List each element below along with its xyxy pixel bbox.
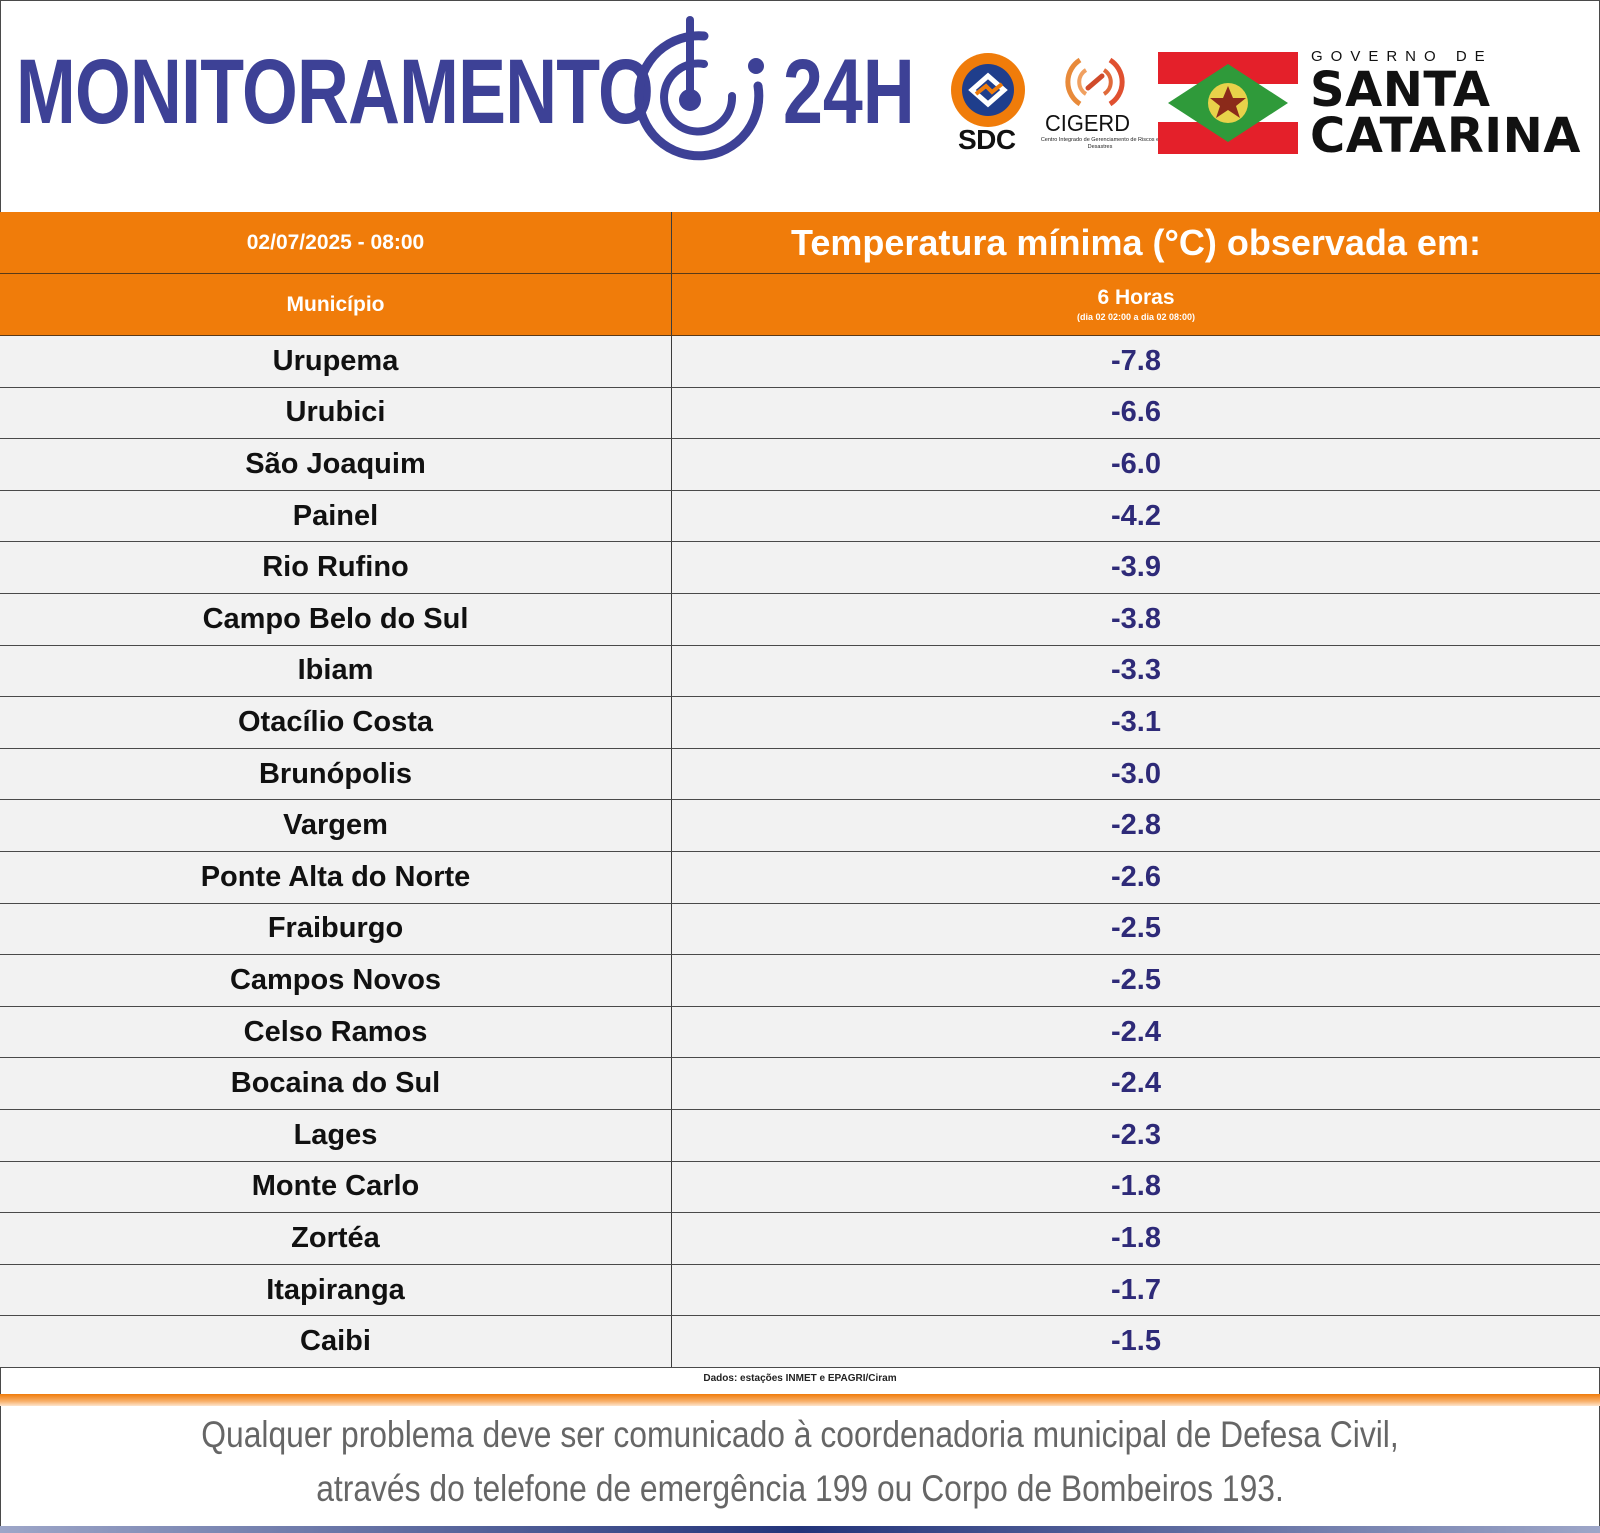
radar-icon — [634, 16, 764, 161]
municipio-cell: Lages — [0, 1110, 672, 1161]
temperature-cell: -1.7 — [1111, 1273, 1161, 1306]
table-title: Temperatura mínima (°C) observada em: — [791, 221, 1481, 263]
temperature-cell: -6.0 — [1111, 447, 1161, 480]
temperature-cell: -3.1 — [1111, 705, 1161, 738]
municipio-cell: Monte Carlo — [0, 1161, 672, 1213]
municipio-cell: Urupema — [0, 336, 672, 387]
temperature-cell: -3.8 — [1111, 602, 1161, 635]
cigerd-signal-icon — [1065, 57, 1125, 107]
table-row: Lages -2.3 — [0, 1110, 1600, 1162]
column-header-period: 6 Horas (dia 02 02:00 a dia 02 08:00) — [672, 274, 1600, 335]
temperature-cell: -2.3 — [1111, 1118, 1161, 1151]
temperature-cell: -3.0 — [1111, 757, 1161, 790]
municipio-cell: Otacílio Costa — [0, 697, 672, 748]
table-header-row-1: 02/07/2025 - 08:00 Temperatura mínima (°… — [0, 212, 1600, 274]
sdc-logo-icon — [951, 53, 1025, 127]
temperature-cell: -1.8 — [1111, 1221, 1161, 1254]
table-row: Urupema -7.8 — [0, 336, 1600, 388]
table-row: Vargem -2.8 — [0, 800, 1600, 852]
temperature-cell: -2.5 — [1111, 912, 1161, 945]
table-row: Caibi -1.5 — [0, 1316, 1600, 1368]
footer-notice: Qualquer problema deve ser comunicado à … — [112, 1408, 1488, 1516]
brand-24h: 24H — [783, 41, 915, 143]
municipio-cell: Caibi — [0, 1316, 672, 1367]
temperature-cell: -7.8 — [1111, 344, 1161, 377]
table-row: Ponte Alta do Norte -2.6 — [0, 852, 1600, 904]
temperature-cell: -2.8 — [1111, 809, 1161, 842]
column-header-municipio: Município — [0, 274, 672, 335]
table-row: São Joaquim -6.0 — [0, 439, 1600, 491]
temperature-cell: -1.8 — [1111, 1170, 1161, 1203]
santa-catarina-flag-icon — [1158, 52, 1298, 154]
municipio-cell: Zortéa — [0, 1213, 672, 1264]
municipio-cell: Bocaina do Sul — [0, 1058, 672, 1109]
municipio-cell: Ponte Alta do Norte — [0, 852, 672, 903]
table-row: Painel -4.2 — [0, 490, 1600, 543]
government-label: GOVERNO DE — [1311, 48, 1493, 65]
cigerd-subtitle: Centro Integrado de Gerenciamento de Ris… — [1040, 137, 1160, 150]
table-row: Ibiam -3.3 — [0, 645, 1600, 698]
table-row: Campo Belo do Sul -3.8 — [0, 594, 1600, 646]
municipio-cell: Vargem — [0, 800, 672, 851]
cigerd-label: CIGERD — [1045, 110, 1130, 136]
temperature-cell: -1.5 — [1111, 1325, 1161, 1358]
table-row: Rio Rufino -3.9 — [0, 542, 1600, 594]
municipio-cell: Rio Rufino — [0, 542, 672, 593]
bottom-bar — [0, 1526, 1600, 1533]
temperature-cell: -6.6 — [1111, 396, 1161, 429]
municipio-cell: Fraiburgo — [0, 903, 672, 955]
municipio-cell: Painel — [0, 490, 672, 542]
report-datetime: 02/07/2025 - 08:00 — [0, 212, 672, 273]
table-row: Fraiburgo -2.5 — [0, 903, 1600, 956]
table-header-row-2: Município 6 Horas (dia 02 02:00 a dia 02… — [0, 274, 1600, 336]
municipio-cell: Campo Belo do Sul — [0, 594, 672, 645]
table-row: Otacílio Costa -3.1 — [0, 697, 1600, 749]
municipio-cell: Campos Novos — [0, 955, 672, 1006]
municipio-cell: Itapiranga — [0, 1264, 672, 1316]
municipio-cell: Ibiam — [0, 645, 672, 697]
period-label: 6 Horas — [1097, 285, 1175, 309]
table-row: Celso Ramos -2.4 — [0, 1006, 1600, 1059]
municipio-cell: São Joaquim — [0, 439, 672, 490]
footer-line-1: Qualquer problema deve ser comunicado à … — [201, 1414, 1399, 1455]
table-row: Monte Carlo -1.8 — [0, 1161, 1600, 1214]
sdc-label: SDC — [958, 124, 1016, 155]
data-source-note: Dados: estações INMET e EPAGRI/Ciram — [703, 1373, 897, 1384]
temperature-cell: -2.4 — [1111, 1067, 1161, 1100]
footer-line-2: através do telefone de emergência 199 ou… — [316, 1468, 1284, 1509]
municipio-cell: Celso Ramos — [0, 1006, 672, 1058]
table-row: Urubici -6.6 — [0, 387, 1600, 440]
temperature-cell: -4.2 — [1111, 499, 1161, 532]
temperature-cell: -2.6 — [1111, 860, 1161, 893]
table-row: Brunópolis -3.0 — [0, 748, 1600, 801]
table-row: Campos Novos -2.5 — [0, 955, 1600, 1007]
header: MONITORAMENTO 24H SDC CIGERD Centro Inte… — [0, 0, 1600, 212]
table-row: Zortéa -1.8 — [0, 1213, 1600, 1265]
table-row: Itapiranga -1.7 — [0, 1264, 1600, 1317]
state-name: SANTA CATARINA — [1310, 62, 1581, 164]
temperature-cell: -2.5 — [1111, 963, 1161, 996]
brand-wordmark: MONITORAMENTO — [16, 41, 654, 143]
temperature-cell: -2.4 — [1111, 1015, 1161, 1048]
temperature-cell: -3.9 — [1111, 551, 1161, 584]
municipio-cell: Urubici — [0, 387, 672, 439]
temperature-cell: -3.3 — [1111, 654, 1161, 687]
state-name-line2: CATARINA — [1310, 108, 1581, 164]
municipio-cell: Brunópolis — [0, 748, 672, 800]
state-name-line1: SANTA — [1310, 62, 1491, 118]
period-range: (dia 02 02:00 a dia 02 08:00) — [1076, 311, 1196, 322]
orange-divider — [0, 1394, 1600, 1406]
table-row: Bocaina do Sul -2.4 — [0, 1058, 1600, 1110]
